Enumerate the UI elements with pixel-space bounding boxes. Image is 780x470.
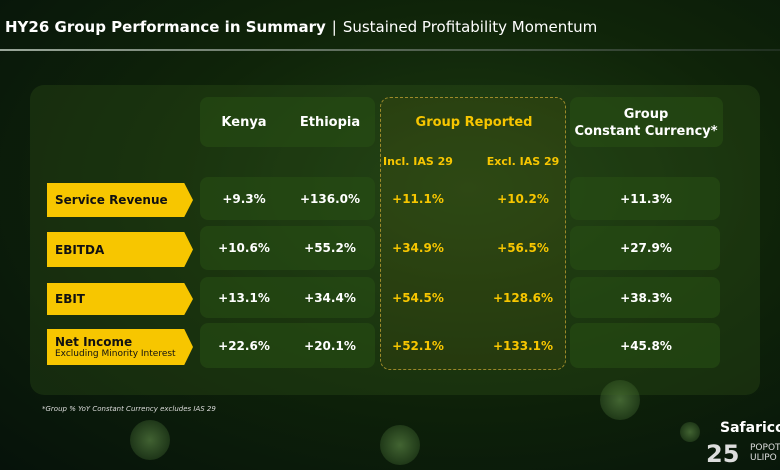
row-label: EBITDA — [47, 232, 193, 267]
cell-excl: +10.2% — [497, 191, 549, 206]
page-title: HY26 Group Performance in Summary | Sustai… — [5, 18, 598, 36]
cell-gcc: +38.3% — [620, 290, 672, 305]
col-excl-ias29: Excl. IAS 29 — [486, 155, 560, 168]
decor-bubble — [380, 425, 420, 465]
cell-kenya: +13.1% — [218, 290, 270, 305]
cell-excl: +133.1% — [492, 338, 554, 353]
row-box — [200, 226, 375, 270]
cell-gcc: +27.9% — [620, 241, 672, 255]
decor-bubble — [680, 422, 700, 442]
row-box — [570, 277, 720, 318]
row-label: Net Income Excluding Minority Interest — [47, 329, 193, 365]
title-divider — [0, 49, 780, 51]
col-incl-ias29: Incl. IAS 29 — [383, 155, 453, 168]
cell-kenya: +22.6% — [218, 338, 270, 353]
cell-incl: +11.1% — [392, 191, 444, 206]
cell-ethiopia: +20.1% — [304, 338, 356, 353]
decor-bubble — [600, 380, 640, 420]
cell-gcc: +45.8% — [620, 338, 672, 353]
row-box — [570, 323, 720, 368]
cell-excl: +56.5% — [497, 241, 549, 255]
cell-incl: +52.1% — [392, 338, 444, 353]
row-box — [570, 226, 720, 270]
safaricom-logo: Safaricom — [720, 420, 780, 436]
cell-kenya: +9.3% — [222, 191, 266, 206]
decor-bubble — [130, 420, 170, 460]
row-box — [200, 177, 375, 220]
col-group-reported: Group Reported — [415, 115, 533, 130]
row-box — [570, 177, 720, 220]
group-reported-highlight — [380, 97, 566, 370]
row-label: Service Revenue — [47, 183, 193, 217]
cell-incl: +34.9% — [392, 241, 444, 255]
row-label: EBIT — [47, 283, 193, 315]
col-ethiopia: Ethiopia — [299, 115, 361, 130]
header-box — [570, 97, 723, 147]
header-box — [200, 97, 375, 147]
cell-incl: +54.5% — [392, 290, 444, 305]
cell-ethiopia: +34.4% — [304, 290, 356, 305]
cell-ethiopia: +55.2% — [304, 241, 356, 255]
row-box — [200, 277, 375, 318]
anniversary-number: 25 — [706, 440, 740, 468]
cell-ethiopia: +136.0% — [299, 191, 361, 206]
row-box — [200, 323, 375, 368]
col-group-constant-currency: Group Constant Currency* — [574, 107, 718, 139]
cell-excl: +128.6% — [492, 290, 554, 305]
cell-gcc: +11.3% — [620, 191, 672, 206]
col-kenya: Kenya — [221, 115, 267, 130]
anniversary-tagline: POPOTEULIPO — [750, 443, 780, 463]
cell-kenya: +10.6% — [218, 241, 270, 255]
footnote: *Group % YoY Constant Currency excludes … — [42, 405, 216, 413]
